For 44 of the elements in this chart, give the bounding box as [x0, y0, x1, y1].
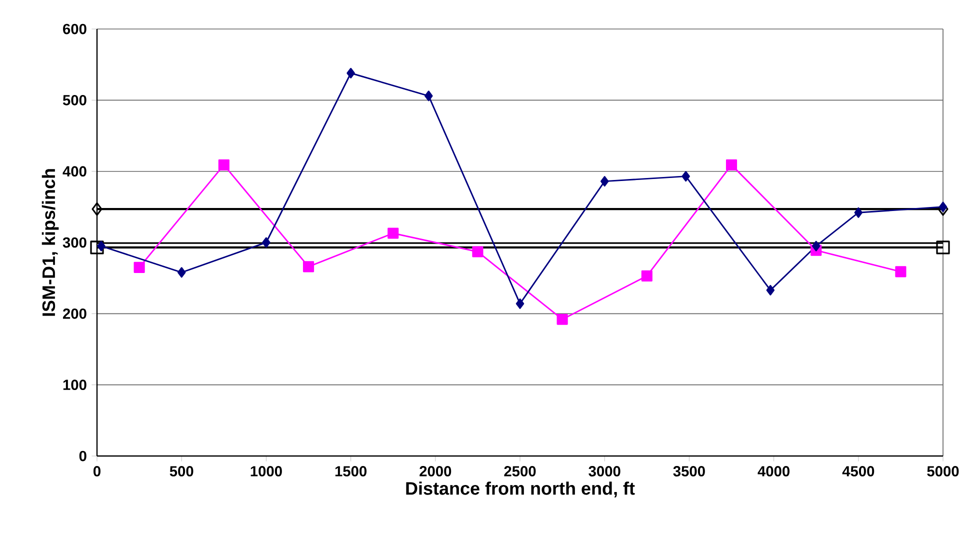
x-tick-label: 0 [94, 466, 100, 476]
y-tick-label: 600 [63, 24, 86, 34]
point [766, 284, 775, 296]
y-tick-label: 200 [62, 308, 86, 319]
point [92, 202, 102, 216]
x-tick-label: 3500 [673, 466, 705, 476]
x-tick-label: 4500 [842, 466, 874, 476]
point [726, 159, 738, 170]
point [346, 68, 355, 78]
point [938, 202, 948, 212]
point [895, 266, 906, 278]
point [302, 261, 314, 272]
x-tick-label: 5000 [927, 466, 959, 476]
y-tick-label: 400 [62, 166, 86, 177]
x-axis-title: Distance from north end, ft [406, 482, 635, 498]
point [641, 270, 652, 282]
y-tick-label: 300 [62, 237, 86, 248]
x-tick-label: 1500 [335, 466, 367, 476]
point [177, 267, 186, 278]
point [97, 240, 106, 252]
point [556, 314, 568, 325]
point [262, 237, 270, 248]
point [424, 90, 433, 102]
y-tick-label: 500 [62, 94, 86, 106]
point [90, 240, 104, 254]
x-tick-label: 3000 [588, 466, 620, 476]
point [936, 240, 950, 254]
x-tick-label: 1000 [250, 466, 282, 476]
point [812, 240, 820, 252]
y-tick-label: 100 [63, 380, 86, 390]
point [600, 176, 609, 187]
x-tick-label: 2000 [420, 466, 452, 476]
point [388, 228, 399, 239]
x-tick-label: 4000 [758, 466, 790, 476]
point [854, 207, 863, 218]
x-tick-label: 2500 [504, 466, 536, 476]
point [134, 262, 145, 273]
point [218, 159, 230, 170]
y-tick-label: 0 [79, 450, 86, 462]
x-tick-label: 500 [170, 466, 194, 476]
y-axis-title: ISM-D1, kips/inch [42, 169, 59, 316]
point [472, 246, 484, 258]
point [682, 171, 690, 182]
point [516, 298, 524, 309]
